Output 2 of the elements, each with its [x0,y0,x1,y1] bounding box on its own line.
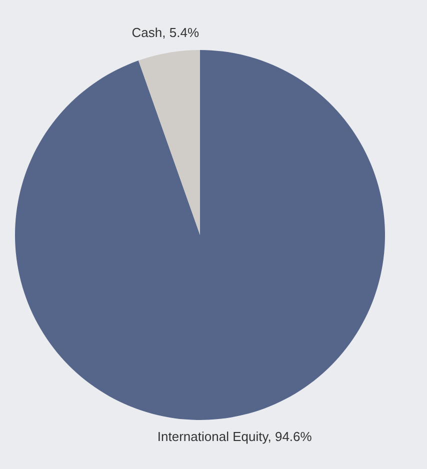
slice-label: International Equity, 94.6% [157,429,312,444]
slice-label: Cash, 5.4% [132,24,200,40]
